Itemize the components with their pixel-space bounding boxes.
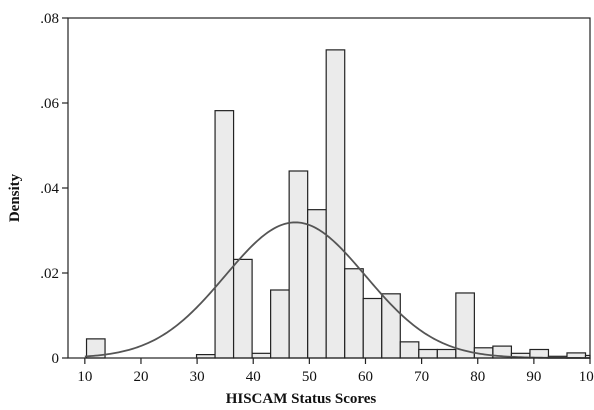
y-tick-label: .02 xyxy=(40,266,59,282)
y-tick-label: .08 xyxy=(40,11,59,27)
x-tick-label: 30 xyxy=(190,369,205,385)
y-axis-title: Density xyxy=(7,173,23,222)
y-axis-ticks: 0 .02 .04 .06 .08 xyxy=(40,11,68,367)
x-axis-title: HISCAM Status Scores xyxy=(226,391,377,407)
histogram-bar xyxy=(232,258,253,359)
y-tick-label: .06 xyxy=(40,96,59,112)
histogram-bar xyxy=(436,348,457,359)
histogram-bar xyxy=(214,110,235,359)
histogram-bar xyxy=(418,348,438,359)
x-tick-label: 20 xyxy=(133,369,148,385)
histogram-bar xyxy=(344,268,364,359)
x-tick-label: 50 xyxy=(302,369,317,385)
x-tick-label: 100 xyxy=(579,369,594,385)
x-axis-ticks: 10 20 30 40 50 60 70 80 90 100 xyxy=(77,358,594,385)
histogram-bar xyxy=(270,289,290,359)
x-tick-label: 80 xyxy=(470,369,485,385)
normal-density-curve xyxy=(84,221,590,359)
histogram-bar xyxy=(288,170,309,359)
histogram-bar xyxy=(325,49,346,359)
x-tick-label: 60 xyxy=(358,369,373,385)
y-tick-label: .04 xyxy=(40,181,59,197)
y-tick-label: 0 xyxy=(52,351,60,367)
histogram-bar xyxy=(251,352,272,359)
x-tick-label: 90 xyxy=(526,369,541,385)
x-tick-label: 40 xyxy=(246,369,261,385)
x-tick-label: 10 xyxy=(77,369,92,385)
histogram-bar xyxy=(399,341,420,359)
histogram-bar xyxy=(362,297,383,359)
bars-group xyxy=(85,49,591,359)
x-tick-label: 70 xyxy=(414,369,429,385)
